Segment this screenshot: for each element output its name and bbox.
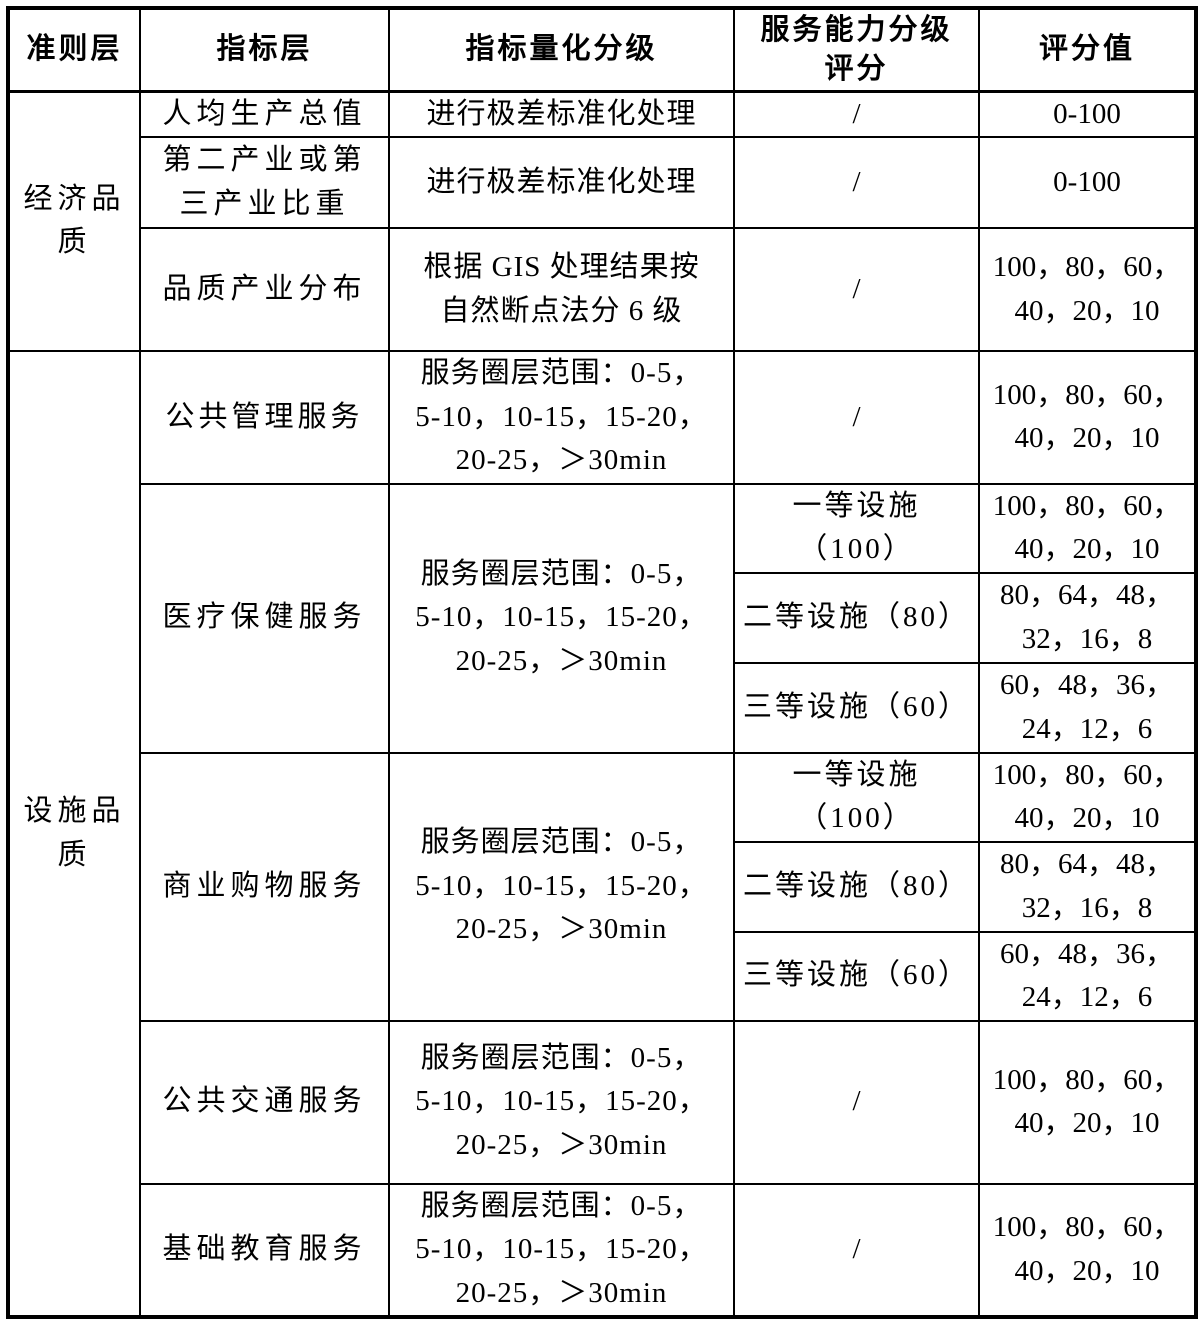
header-score-value: 评分值 — [978, 7, 1197, 93]
indicator-cell-industry-share: 第二产业或第 三产业比重 — [139, 136, 390, 229]
grade-cell-industry-distribution: / — [733, 227, 980, 352]
row-industry-share: 第二产业或第 三产业比重 进行极差标准化处理 / 0-100 — [8, 136, 1197, 229]
quant-cell-basic-education: 服务圈层范围：0-5， 5-10，10-15，15-20， 20-25，＞30m… — [388, 1182, 735, 1318]
score-cell-medical-tier1: 100，80，60， 40，20，10 — [978, 482, 1197, 574]
row-medical-tier2: 二等设施（80） 80，64，48， 32，16，8 — [8, 571, 1197, 664]
score-cell-medical-tier3: 60，48，36， 24，12，6 — [978, 661, 1197, 754]
indicator-cell-public-transport: 公共交通服务 — [139, 1019, 390, 1185]
score-cell-industry-share: 0-100 — [978, 136, 1197, 229]
row-basic-education: 基础教育服务 服务圈层范围：0-5， 5-10，10-15，15-20， 20-… — [8, 1182, 1197, 1318]
score-cell-public-management: 100，80，60， 40，20，10 — [978, 350, 1197, 485]
indicator-cell-medical: 医疗保健服务 — [139, 482, 390, 754]
score-cell-public-transport: 100，80，60， 40，20，10 — [978, 1019, 1197, 1185]
grade-cell-medical-tier3: 三等设施（60） — [733, 661, 980, 754]
quant-cell-industry-share: 进行极差标准化处理 — [388, 136, 735, 229]
row-public-transport: 公共交通服务 服务圈层范围：0-5， 5-10，10-15，15-20， 20-… — [8, 1019, 1197, 1185]
grade-cell-shopping-tier3: 三等设施（60） — [733, 930, 980, 1022]
quant-cell-industry-distribution: 根据 GIS 处理结果按 自然断点法分 6 级 — [388, 227, 735, 352]
row-public-management: 设施品 质 公共管理服务 服务圈层范围：0-5， 5-10，10-15，15-2… — [7, 350, 1197, 1318]
quant-cell-public-management: 服务圈层范围：0-5， 5-10，10-15，15-20， 20-25，＞30m… — [388, 350, 735, 485]
row-industry-distribution: 品质产业分布 根据 GIS 处理结果按 自然断点法分 6 级 / 100，80，… — [8, 227, 1197, 352]
header-capability-grade-score: 服务能力分级 评分 — [733, 7, 980, 93]
score-cell-shopping-tier2: 80，64，48， 32，16，8 — [978, 840, 1197, 933]
grade-cell-industry-share: / — [733, 136, 980, 229]
score-cell-basic-education: 100，80，60， 40，20，10 — [978, 1182, 1197, 1318]
indicator-cell-gdp: 人均生产总值 — [139, 90, 390, 138]
row-medical-tier3: 三等设施（60） 60，48，36， 24，12，6 — [8, 661, 1197, 754]
indicator-cell-shopping: 商业购物服务 — [139, 751, 390, 1022]
evaluation-criteria-table: 准则层 指标层 指标量化分级 服务能力分级 评分 评分值 经济品 质 人均生产总… — [6, 6, 1198, 1319]
indicator-cell-basic-education: 基础教育服务 — [139, 1182, 390, 1318]
grade-cell-medical-tier1: 一等设施 （100） — [733, 482, 980, 574]
row-medical-tier1: 医疗保健服务 服务圈层范围：0-5， 5-10，10-15，15-20， 20-… — [8, 482, 1197, 754]
indicator-cell-industry-distribution: 品质产业分布 — [139, 227, 390, 352]
row-shopping-tier1: 商业购物服务 服务圈层范围：0-5， 5-10，10-15，15-20， 20-… — [8, 751, 1197, 1022]
row-shopping-tier3: 三等设施（60） 60，48，36， 24，12，6 — [8, 930, 1197, 1022]
header-quantification: 指标量化分级 — [388, 7, 735, 93]
score-cell-shopping-tier3: 60，48，36， 24，12，6 — [978, 930, 1197, 1022]
row-gdp: 经济品 质 人均生产总值 进行极差标准化处理 / 0-100 — [7, 90, 1197, 352]
header-criterion-layer: 准则层 — [7, 7, 141, 93]
quant-cell-medical: 服务圈层范围：0-5， 5-10，10-15，15-20， 20-25，＞30m… — [388, 482, 735, 754]
header-indicator-layer: 指标层 — [139, 7, 390, 93]
quant-cell-gdp: 进行极差标准化处理 — [388, 90, 735, 138]
score-cell-industry-distribution: 100，80，60， 40，20，10 — [978, 227, 1197, 352]
quant-cell-shopping: 服务圈层范围：0-5， 5-10，10-15，15-20， 20-25，＞30m… — [388, 751, 735, 1022]
score-cell-shopping-tier1: 100，80，60， 40，20，10 — [978, 751, 1197, 843]
grade-cell-medical-tier2: 二等设施（80） — [733, 571, 980, 664]
score-cell-medical-tier2: 80，64，48， 32，16，8 — [978, 571, 1197, 664]
row-shopping-tier2: 二等设施（80） 80，64，48， 32，16，8 — [8, 840, 1197, 933]
header-row: 准则层 指标层 指标量化分级 服务能力分级 评分 评分值 — [7, 7, 1197, 93]
score-cell-gdp: 0-100 — [978, 90, 1197, 138]
grade-cell-gdp: / — [733, 90, 980, 138]
group-cell-economic-quality: 经济品 质 — [7, 90, 141, 352]
grade-cell-basic-education: / — [733, 1182, 980, 1318]
grade-cell-shopping-tier1: 一等设施 （100） — [733, 751, 980, 843]
grade-cell-public-management: / — [733, 350, 980, 485]
indicator-cell-public-management: 公共管理服务 — [139, 350, 390, 485]
group-cell-facility-quality: 设施品 质 — [7, 350, 141, 1318]
grade-cell-shopping-tier2: 二等设施（80） — [733, 840, 980, 933]
grade-cell-public-transport: / — [733, 1019, 980, 1185]
quant-cell-public-transport: 服务圈层范围：0-5， 5-10，10-15，15-20， 20-25，＞30m… — [388, 1019, 735, 1185]
